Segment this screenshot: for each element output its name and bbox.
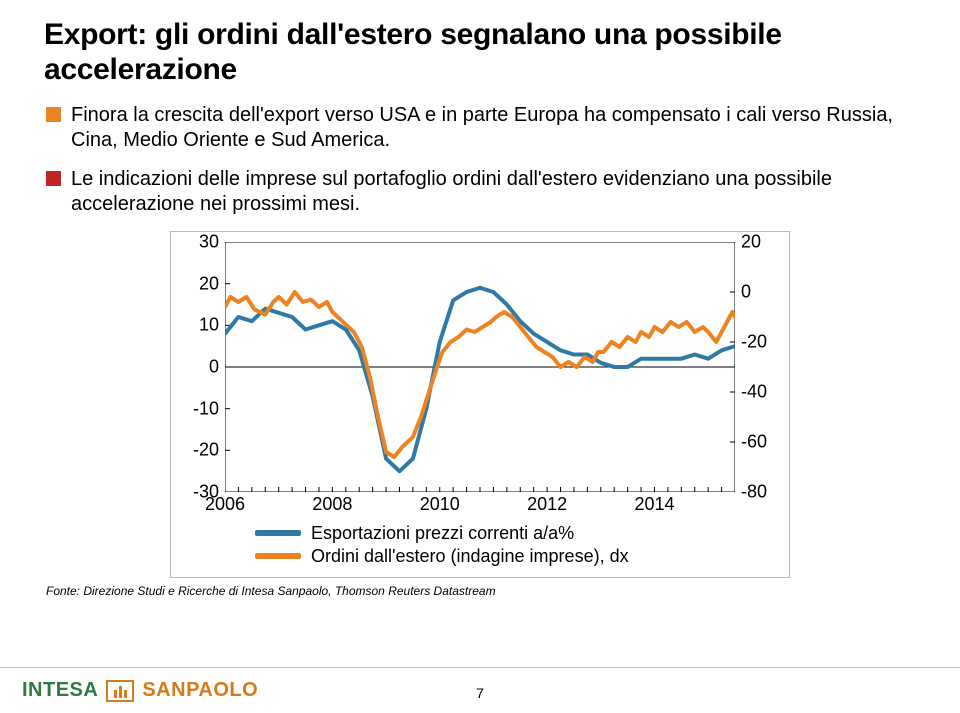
y-axis-left: 3020100-10-20-30 [185, 242, 225, 492]
y-left-tick-label: -20 [193, 440, 219, 461]
x-axis: 20062008201020122014 [225, 494, 735, 516]
brand-logo: INTESA SANPAOLO [22, 679, 258, 702]
legend-swatch-icon [255, 530, 301, 536]
x-tick-label: 2010 [420, 494, 460, 515]
y-left-tick-label: 0 [209, 357, 219, 378]
chart-svg [225, 242, 735, 492]
bullet-text: Finora la crescita dell'export verso USA… [71, 103, 916, 153]
legend-label: Ordini dall'estero (indagine imprese), d… [311, 545, 629, 568]
slide: Export: gli ordini dall'estero segnalano… [0, 0, 960, 713]
legend-item: Esportazioni prezzi correnti a/a% [255, 522, 775, 545]
bullet-square-icon [46, 107, 61, 122]
y-right-tick-label: -80 [741, 482, 767, 503]
y-right-tick-label: -40 [741, 382, 767, 403]
legend-swatch-icon [255, 553, 301, 559]
bullet-item: Le indicazioni delle imprese sul portafo… [46, 167, 916, 217]
brand-word-sanpaolo: SANPAOLO [142, 679, 258, 702]
brand-icon [106, 680, 134, 702]
chart-container: 3020100-10-20-30 200-20-40-60-80 2006200… [170, 231, 790, 578]
y-right-tick-label: 0 [741, 282, 751, 303]
bullet-text: Le indicazioni delle imprese sul portafo… [71, 167, 916, 217]
y-right-tick-label: 20 [741, 232, 761, 253]
x-tick-label: 2006 [205, 494, 245, 515]
bullet-item: Finora la crescita dell'export verso USA… [46, 103, 916, 153]
chart-legend: Esportazioni prezzi correnti a/a%Ordini … [255, 522, 775, 567]
y-left-tick-label: -10 [193, 398, 219, 419]
y-right-tick-label: -20 [741, 332, 767, 353]
legend-item: Ordini dall'estero (indagine imprese), d… [255, 545, 775, 568]
brand-word-intesa: INTESA [22, 679, 98, 702]
legend-label: Esportazioni prezzi correnti a/a% [311, 522, 574, 545]
y-left-tick-label: 10 [199, 315, 219, 336]
footer: INTESA SANPAOLO 7 [0, 667, 960, 713]
x-tick-label: 2014 [634, 494, 674, 515]
x-tick-label: 2008 [312, 494, 352, 515]
y-left-tick-label: 20 [199, 273, 219, 294]
y-left-tick-label: 30 [199, 232, 219, 253]
bullet-square-icon [46, 171, 61, 186]
chart-plot [225, 242, 735, 492]
slide-title: Export: gli ordini dall'estero segnalano… [44, 18, 916, 87]
page-number: 7 [476, 685, 484, 701]
source-note: Fonte: Direzione Studi e Ricerche di Int… [46, 584, 916, 598]
y-right-tick-label: -60 [741, 432, 767, 453]
bullet-list: Finora la crescita dell'export verso USA… [46, 103, 916, 217]
x-tick-label: 2012 [527, 494, 567, 515]
y-axis-right: 200-20-40-60-80 [735, 242, 775, 492]
